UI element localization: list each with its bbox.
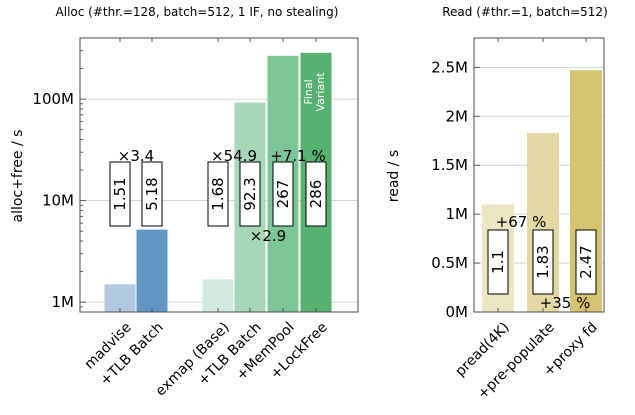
- read-annotation: +67 %: [496, 213, 547, 231]
- alloc-value-label: 286: [307, 180, 325, 209]
- final-variant-note: Variant: [314, 72, 327, 112]
- read-value-box: [575, 229, 597, 295]
- alloc-y-axis-title: alloc+free / s: [10, 130, 26, 223]
- alloc-value-box: [141, 161, 163, 227]
- read-value-label: 1.83: [534, 245, 552, 278]
- alloc-plot-frame: [79, 37, 359, 313]
- alloc-value-label: 1.68: [209, 177, 227, 210]
- alloc-value-box: [239, 161, 261, 227]
- read-category-label: +pre-populate: [475, 319, 558, 402]
- read-y-axis-title: read / s: [386, 150, 402, 202]
- read-y-tick-label: 1M: [446, 205, 469, 223]
- alloc-annotation: ×2.9: [250, 227, 286, 245]
- read-value-label: 1.1: [489, 250, 507, 274]
- read-value-label: 2.47: [577, 245, 595, 278]
- alloc-annotation: +7.1 %: [270, 147, 325, 165]
- read-value-box: [487, 229, 509, 295]
- read-y-tick-label: 0M: [446, 303, 469, 321]
- read-y-tick-label: 0.5M: [431, 254, 468, 272]
- alloc-value-label: 267: [274, 180, 292, 209]
- alloc-panel-title: Alloc (#thr.=128, batch=512, 1 IF, no st…: [56, 5, 339, 19]
- read-y-tick-label: 1.5M: [431, 156, 468, 174]
- alloc-bar: [104, 284, 136, 312]
- read-y-tick-label: 2M: [446, 107, 469, 125]
- alloc-y-tick-label: 1M: [52, 293, 75, 311]
- alloc-annotation: ×3.4: [118, 147, 154, 165]
- alloc-annotation: ×54.9: [211, 147, 257, 165]
- final-variant-note: Final: [302, 79, 315, 104]
- alloc-value-label: 1.51: [111, 177, 129, 210]
- read-panel: Read (#thr.=1, batch=512) 0M 0.5M 1M 1.5M 2M…: [386, 5, 608, 403]
- alloc-panel: Alloc (#thr.=128, batch=512, 1 IF, no st…: [10, 5, 359, 400]
- alloc-value-label: 5.18: [143, 177, 161, 210]
- alloc-value-box: [207, 161, 229, 227]
- read-plot-frame: [473, 37, 605, 313]
- alloc-bar: [136, 229, 168, 312]
- read-annotation: +35 %: [540, 294, 591, 312]
- read-value-box: [532, 229, 554, 295]
- alloc-value-label: 92.3: [241, 177, 259, 210]
- read-panel-title: Read (#thr.=1, batch=512): [442, 5, 608, 19]
- alloc-bar: [202, 279, 234, 312]
- alloc-value-box: [305, 161, 327, 227]
- alloc-value-box: [272, 161, 294, 227]
- alloc-value-box: [109, 161, 131, 227]
- alloc-y-tick-label: 10M: [42, 192, 74, 210]
- read-y-tick-label: 2.5M: [431, 58, 468, 76]
- alloc-y-tick-label: 100M: [32, 90, 74, 108]
